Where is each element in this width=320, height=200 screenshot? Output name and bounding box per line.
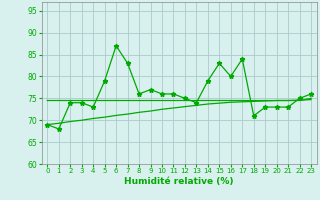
X-axis label: Humidité relative (%): Humidité relative (%)	[124, 177, 234, 186]
